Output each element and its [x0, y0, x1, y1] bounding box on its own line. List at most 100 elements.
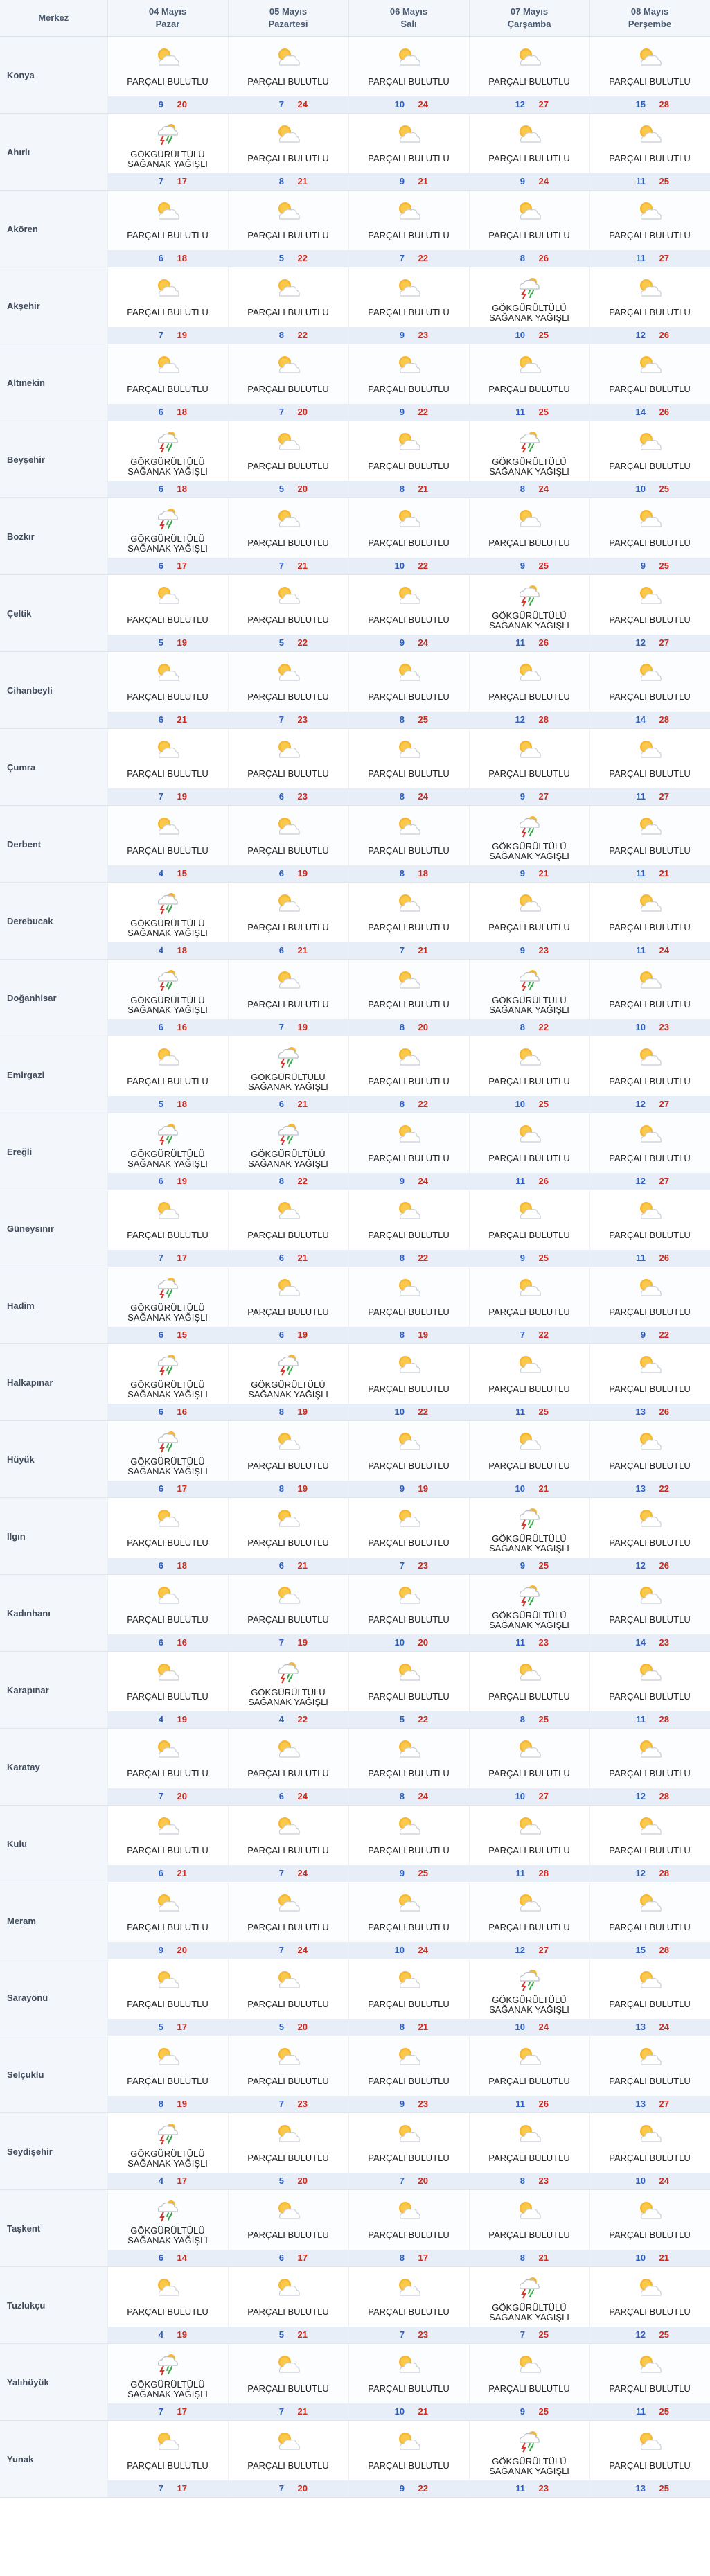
forecast-cell: PARÇALI BULUTLU 11 25 [589, 2343, 710, 2421]
forecast-cell: PARÇALI BULUTLU 6 24 [228, 1728, 349, 1806]
condition-text: PARÇALI BULUTLU [229, 692, 348, 702]
temperature-bar: 9 24 [469, 173, 589, 190]
max-temperature: 25 [659, 561, 669, 571]
partly-cloudy-icon [154, 814, 181, 838]
min-temperature: 11 [515, 2099, 525, 2109]
min-temperature: 7 [278, 561, 284, 571]
condition-text: PARÇALI BULUTLU [590, 385, 710, 394]
partly-cloudy-icon [154, 1506, 181, 1530]
forecast-cell: PARÇALI BULUTLU 5 20 [228, 421, 349, 498]
condition-line: GÖKGÜRÜLTÜLÜ [251, 1149, 326, 1159]
forecast-cell: PARÇALI BULUTLU 5 22 [228, 574, 349, 652]
condition-text: PARÇALI BULUTLU [590, 2384, 710, 2394]
forecast-cell: PARÇALI BULUTLU 14 28 [589, 651, 710, 729]
forecast-cell: PARÇALI BULUTLU 5 21 [228, 2266, 349, 2344]
thunderstorm-icon [154, 2352, 181, 2376]
min-temperature: 11 [515, 1176, 525, 1186]
condition-line: GÖKGÜRÜLTÜLÜ [492, 457, 567, 467]
forecast-cell: PARÇALI BULUTLU 7 22 [469, 1267, 590, 1344]
condition-line: PARÇALI BULUTLU [368, 845, 450, 856]
partly-cloudy-icon [396, 1276, 422, 1299]
min-temperature: 6 [158, 561, 163, 571]
condition-text: PARÇALI BULUTLU [229, 1307, 348, 1317]
temperature-bar: 7 24 [228, 1865, 348, 1882]
max-temperature: 24 [297, 1791, 308, 1801]
forecast-cell: PARÇALI BULUTLU 5 17 [107, 1959, 229, 2036]
forecast-cell: PARÇALI BULUTLU 8 21 [469, 2189, 590, 2267]
temperature-bar: 7 21 [228, 558, 348, 574]
forecast-cell: PARÇALI BULUTLU 13 24 [589, 1959, 710, 2036]
max-temperature: 21 [297, 176, 308, 186]
temperature-bar: 6 18 [107, 404, 228, 421]
condition-line: GÖKGÜRÜLTÜLÜ [251, 1072, 326, 1082]
table-row: Doğanhisar GÖKGÜRÜLTÜLÜ SAĞANAK YAĞIŞLI 6 16… [0, 959, 710, 1036]
max-temperature: 19 [177, 2329, 187, 2340]
temperature-bar: 9 25 [469, 1250, 589, 1267]
thunderstorm-icon [154, 968, 181, 991]
max-temperature: 27 [659, 791, 669, 802]
min-temperature: 14 [635, 714, 646, 725]
max-temperature: 24 [418, 637, 428, 648]
min-temperature: 7 [158, 330, 163, 340]
partly-cloudy-icon [275, 199, 301, 222]
forecast-cell: GÖKGÜRÜLTÜLÜ SAĞANAK YAĞIŞLI 7 25 [469, 2266, 590, 2344]
forecast-cell: PARÇALI BULUTLU 10 24 [348, 36, 470, 114]
condition-text: PARÇALI BULUTLU [349, 2153, 469, 2163]
max-temperature: 20 [177, 99, 187, 109]
partly-cloudy-icon [396, 1122, 422, 1145]
condition-text: PARÇALI BULUTLU [590, 2076, 710, 2086]
temperature-bar: 7 19 [107, 788, 228, 805]
temperature-bar: 11 25 [589, 173, 710, 190]
condition-text: PARÇALI BULUTLU [349, 2076, 469, 2086]
partly-cloudy-icon [637, 1429, 663, 1453]
condition-line: PARÇALI BULUTLU [127, 1845, 208, 1855]
partly-cloudy-icon [516, 2352, 542, 2376]
condition-line: PARÇALI BULUTLU [609, 307, 691, 317]
partly-cloudy-icon [275, 1891, 301, 1914]
max-temperature: 28 [659, 1868, 669, 1878]
condition-text: PARÇALI BULUTLU [349, 923, 469, 933]
min-temperature: 8 [520, 2252, 525, 2263]
min-temperature: 8 [399, 868, 405, 879]
condition-text: PARÇALI BULUTLU [108, 1692, 228, 1702]
forecast-cell: GÖKGÜRÜLTÜLÜ SAĞANAK YAĞIŞLI 6 17 [107, 497, 229, 575]
district-name: Bozkır [0, 497, 108, 575]
temperature-bar: 6 19 [228, 1327, 348, 1343]
condition-text: PARÇALI BULUTLU [470, 923, 589, 933]
min-temperature: 11 [515, 1637, 525, 1648]
partly-cloudy-icon [396, 737, 422, 761]
condition-line: PARÇALI BULUTLU [368, 2460, 450, 2471]
min-temperature: 6 [158, 2252, 163, 2263]
min-temperature: 7 [158, 2406, 163, 2417]
condition-text: PARÇALI BULUTLU [229, 1923, 348, 1932]
table-row: Yalıhüyük GÖKGÜRÜLTÜLÜ SAĞANAK YAĞIŞLI 7 17 P… [0, 2343, 710, 2421]
min-temperature: 8 [399, 791, 405, 802]
district-name: Tuzlukçu [0, 2266, 108, 2344]
min-temperature: 7 [278, 2099, 284, 2109]
partly-cloudy-icon [516, 1352, 542, 1376]
min-temperature: 13 [635, 2483, 646, 2494]
forecast-cell: PARÇALI BULUTLU 13 25 [589, 2420, 710, 2498]
max-temperature: 19 [177, 1176, 187, 1186]
partly-cloudy-icon [396, 1429, 422, 1453]
table-row: Konya PARÇALI BULUTLU 9 20 PARÇALI BULUTLU 7 2… [0, 36, 710, 114]
temperature-bar: 12 26 [589, 1558, 710, 1574]
max-temperature: 24 [538, 176, 549, 186]
forecast-cell: GÖKGÜRÜLTÜLÜ SAĞANAK YAĞIŞLI 6 21 [228, 1036, 349, 1113]
min-temperature: 8 [399, 714, 405, 725]
partly-cloudy-icon [637, 1737, 663, 1761]
condition-line: PARÇALI BULUTLU [247, 845, 329, 856]
condition-line: PARÇALI BULUTLU [127, 1230, 208, 1240]
forecast-cell: PARÇALI BULUTLU 11 21 [589, 805, 710, 883]
district-name: Yunak [0, 2420, 108, 2498]
max-temperature: 21 [538, 2252, 549, 2263]
forecast-cell: PARÇALI BULUTLU 9 19 [348, 1420, 470, 1498]
district-name: Taşkent [0, 2189, 108, 2267]
condition-line: PARÇALI BULUTLU [247, 922, 329, 933]
min-temperature: 7 [399, 253, 405, 263]
table-row: Kulu PARÇALI BULUTLU 6 21 PARÇALI BULUTLU 7 24… [0, 1805, 710, 1882]
min-temperature: 11 [515, 1868, 525, 1878]
temperature-bar: 6 17 [107, 1481, 228, 1497]
temperature-bar: 8 22 [469, 1019, 589, 1036]
condition-text: GÖKGÜRÜLTÜLÜ SAĞANAK YAĞIŞLI [108, 457, 228, 477]
